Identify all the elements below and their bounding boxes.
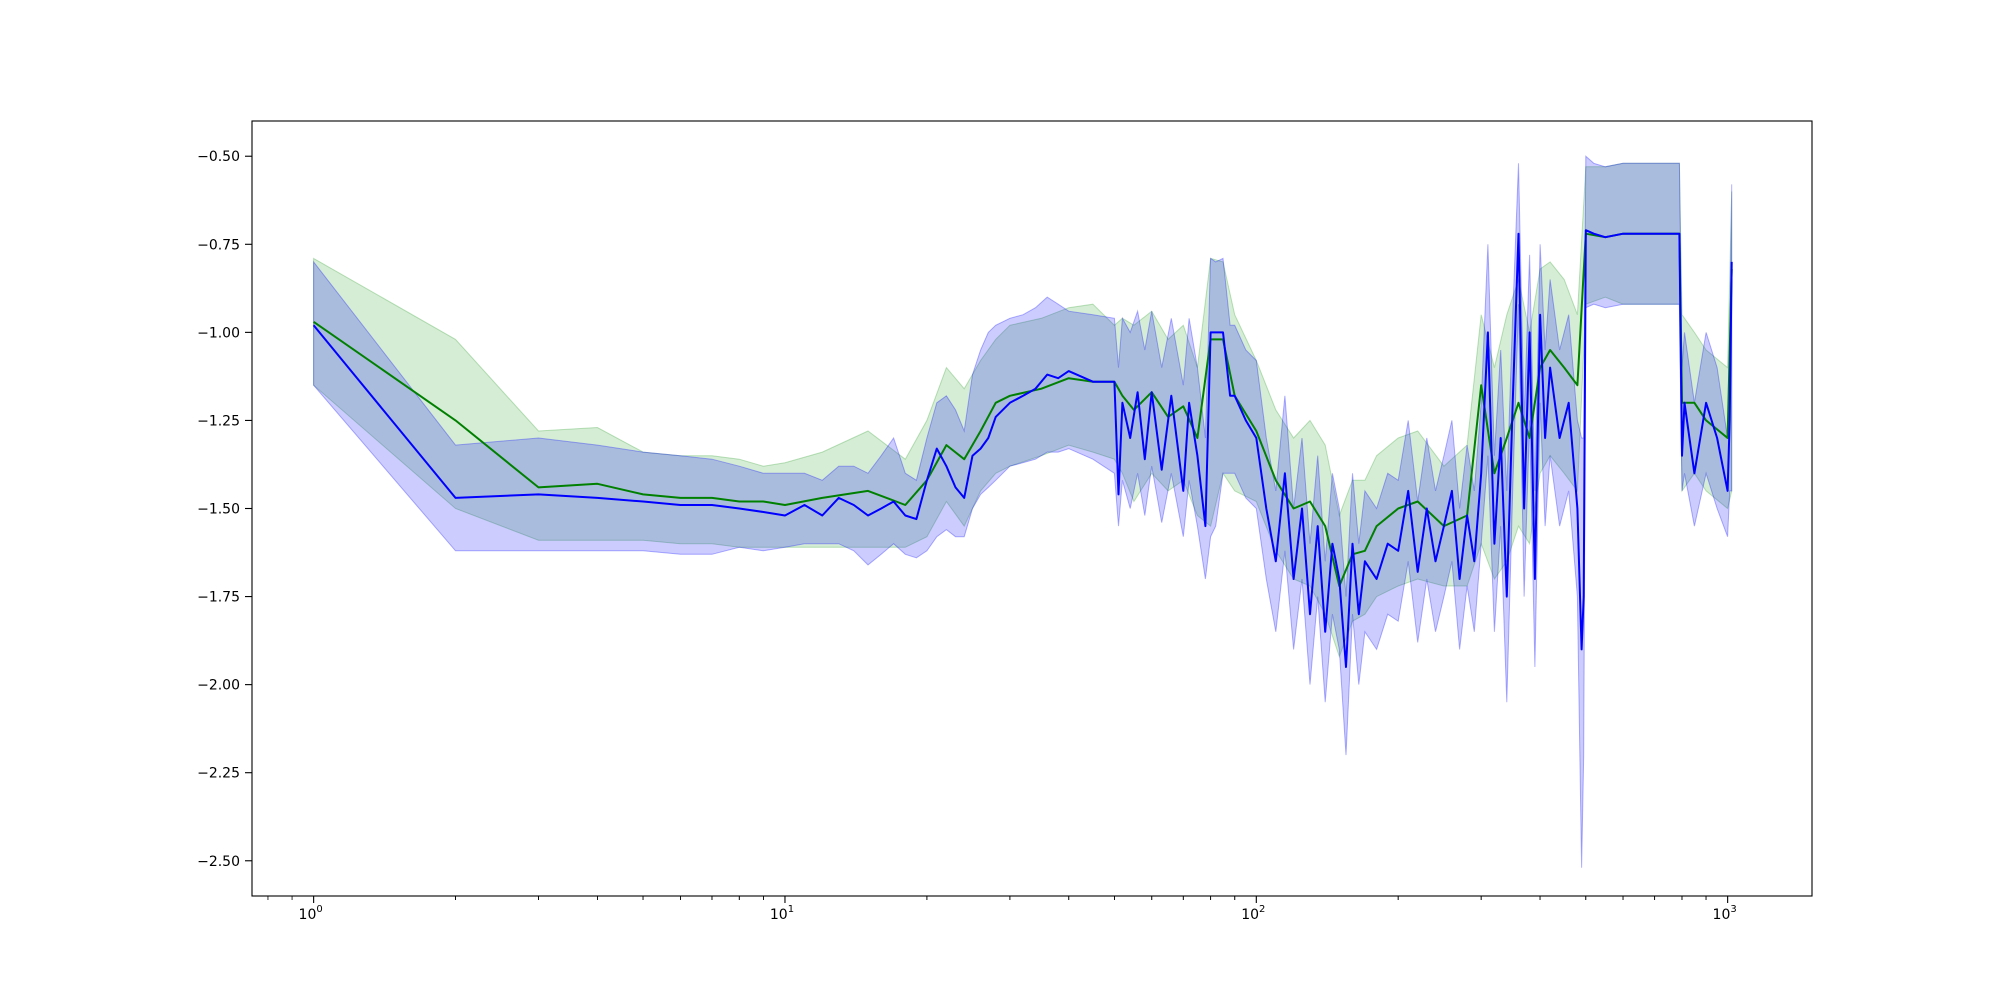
x-tick-label-exponent: 1: [788, 904, 794, 915]
y-tick-label: −0.50: [197, 149, 240, 165]
x-tick-label-exponent: 0: [316, 904, 322, 915]
x-tick-label: 102: [1241, 904, 1265, 923]
series-0-band: [313, 162, 1733, 658]
x-axis: 100 101 102 103: [267, 896, 1737, 923]
x-tick-label: 100: [299, 904, 323, 923]
series-0-line: [313, 232, 1733, 587]
x-tick-label: 103: [1713, 904, 1737, 923]
y-tick-label: −1.50: [197, 502, 240, 518]
y-axis: −0.50 −0.75 −1.00 −1.25 −1.50 −1.75 −2.00 −2.25…: [197, 149, 252, 870]
x-tick-label: 101: [770, 904, 794, 923]
x-tick-label-base: 10: [1713, 907, 1731, 923]
x-tick-label-exponent: 3: [1730, 904, 1736, 915]
y-tick-label: −1.25: [197, 413, 240, 429]
y-tick-label: −2.00: [197, 678, 240, 694]
series-layer: [312, 155, 1733, 868]
x-tick-label-base: 10: [299, 907, 317, 923]
y-tick-label: −0.75: [197, 237, 240, 253]
x-tick-label-base: 10: [770, 907, 788, 923]
y-tick-label: −2.50: [197, 854, 240, 870]
x-tick-label-base: 10: [1241, 907, 1259, 923]
y-tick-label: −2.25: [197, 766, 240, 782]
y-tick-label: −1.75: [197, 590, 240, 606]
x-tick-label-exponent: 2: [1259, 904, 1265, 915]
series-1-line: [312, 229, 1733, 668]
y-tick-label: −1.00: [197, 325, 240, 341]
